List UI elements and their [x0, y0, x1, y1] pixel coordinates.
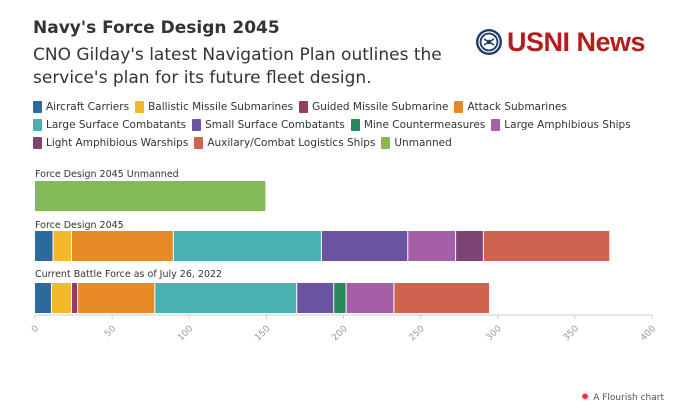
chart-legend: Aircraft Carriers Ballistic Missile Subma…: [33, 100, 633, 150]
chart-title: Navy's Force Design 2045: [33, 18, 280, 38]
legend-swatch: [33, 101, 42, 113]
x-tick-label: 200: [330, 324, 349, 343]
chart-subtitle: CNO Gilday's latest Navigation Plan outl…: [33, 45, 442, 88]
legend-item-large-surface-combatants[interactable]: Large Surface Combatants: [33, 118, 186, 132]
legend-label: Attack Submarines: [467, 101, 567, 113]
legend-item-mine-countermeasures[interactable]: Mine Countermeasures: [350, 118, 486, 132]
legend-item-guided-missile-submarine[interactable]: Guided Missile Submarine: [299, 100, 448, 114]
legend-item-light-amphibious-warships[interactable]: Light Amphibious Warships: [33, 136, 188, 150]
legend-item-ballistic-missile-submarines[interactable]: Ballistic Missile Submarines: [135, 100, 293, 114]
legend-swatch: [454, 101, 464, 113]
legend-swatch: [192, 119, 202, 131]
bar-segment-force-design-2045-light-amphibious-warships[interactable]: [456, 231, 483, 261]
bar-label-current-battle-force: Current Battle Force as of July 26, 2022: [35, 269, 223, 280]
legend-item-auxilary-combat-logistics-ships[interactable]: Auxilary/Combat Logistics Ships: [194, 136, 375, 150]
bar-segment-force-design-2045-small-surface-combatants[interactable]: [321, 231, 408, 261]
bar-segment-current-battle-force-auxilary-combat-logistics-ships[interactable]: [394, 283, 490, 313]
flourish-logo-icon: ✸: [580, 392, 590, 403]
legend-label: Small Surface Combatants: [205, 119, 345, 131]
legend-label: Mine Countermeasures: [363, 119, 486, 131]
bar-segment-current-battle-force-aircraft-carriers[interactable]: [35, 283, 51, 313]
bar-segment-current-battle-force-guided-missile-submarine[interactable]: [72, 283, 78, 313]
bar-segment-force-design-2045-attack-submarines[interactable]: [72, 231, 173, 261]
legend-item-aircraft-carriers[interactable]: Aircraft Carriers: [33, 100, 129, 114]
legend-item-small-surface-combatants[interactable]: Small Surface Combatants: [192, 118, 345, 132]
legend-label: Large Amphibious Ships: [504, 119, 631, 131]
x-tick-label: 0: [30, 324, 41, 335]
x-tick-label: 300: [485, 324, 504, 343]
bar-segment-current-battle-force-ballistic-missile-submarines[interactable]: [51, 283, 72, 313]
legend-swatch: [491, 119, 501, 131]
bar-segment-unmanned-unmanned[interactable]: [35, 181, 266, 211]
usni-news-logo: USNI News: [475, 26, 646, 58]
bar-segment-force-design-2045-large-surface-combatants[interactable]: [173, 231, 321, 261]
bar-segment-force-design-2045-auxilary-combat-logistics-ships[interactable]: [483, 231, 610, 261]
bar-segment-current-battle-force-large-amphibious-ships[interactable]: [346, 283, 394, 313]
bar-segment-force-design-2045-ballistic-missile-submarines[interactable]: [53, 231, 72, 261]
legend-swatch: [135, 101, 145, 113]
legend-label: Light Amphibious Warships: [46, 137, 189, 149]
bar-segment-current-battle-force-large-surface-combatants[interactable]: [155, 283, 297, 313]
x-tick-label: 250: [408, 324, 427, 343]
legend-item-unmanned[interactable]: Unmanned: [381, 136, 452, 150]
bar-label-force-design: Force Design 2045: [35, 220, 124, 231]
legend-swatch: [33, 137, 42, 149]
navy-seal-icon: [476, 29, 502, 55]
legend-swatch: [33, 119, 42, 131]
x-tick-label: 100: [176, 324, 195, 343]
logo-text: USNI News: [507, 26, 646, 57]
legend-item-attack-submarines[interactable]: Attack Submarines: [454, 100, 567, 114]
legend-label: Aircraft Carriers: [46, 101, 130, 113]
legend-label: Unmanned: [394, 137, 452, 149]
bar-segment-current-battle-force-attack-submarines[interactable]: [78, 283, 155, 313]
legend-swatch: [194, 137, 204, 149]
legend-item-large-amphibious-ships[interactable]: Large Amphibious Ships: [491, 118, 631, 132]
legend-label: Large Surface Combatants: [46, 119, 187, 131]
bar-segment-current-battle-force-mine-countermeasures[interactable]: [334, 283, 346, 313]
x-tick-label: 50: [103, 324, 118, 339]
legend-label: Auxilary/Combat Logistics Ships: [207, 137, 376, 149]
legend-swatch: [299, 101, 309, 113]
legend-label: Ballistic Missile Submarines: [148, 101, 294, 113]
x-tick-label: 150: [253, 324, 272, 343]
legend-swatch: [350, 119, 360, 131]
bar-segment-current-battle-force-small-surface-combatants[interactable]: [297, 283, 334, 313]
bar-segment-force-design-2045-large-amphibious-ships[interactable]: [408, 231, 456, 261]
x-tick-label: 400: [639, 324, 658, 343]
bar-segment-force-design-2045-aircraft-carriers[interactable]: [35, 231, 53, 261]
flourish-credit-text: A Flourish chart: [593, 392, 664, 403]
bar-label-unmanned: Force Design 2045 Unmanned: [35, 169, 179, 180]
flourish-credit[interactable]: ✸ A Flourish chart: [581, 392, 664, 403]
x-tick-label: 350: [562, 324, 581, 343]
legend-label: Guided Missile Submarine: [312, 101, 449, 113]
legend-swatch: [381, 137, 391, 149]
